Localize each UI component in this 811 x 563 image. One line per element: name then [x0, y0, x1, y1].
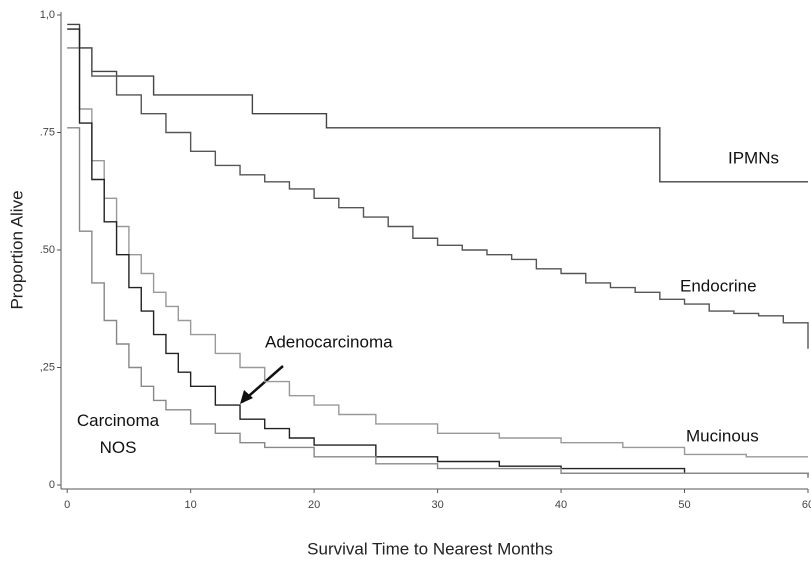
curve-label: Endocrine — [680, 276, 757, 295]
x-tick-label: 0 — [64, 499, 70, 511]
y-tick-label: .50 — [40, 244, 55, 256]
y-tick-label: ,25 — [40, 361, 55, 373]
x-axis-label: Survival Time to Nearest Months — [307, 539, 553, 558]
survival-curve — [67, 47, 809, 349]
curve-label: Mucinous — [686, 426, 759, 445]
y-axis-label: Proportion Alive — [7, 190, 26, 309]
x-tick-label: 60 — [802, 499, 811, 511]
x-tick-label: 30 — [431, 499, 443, 511]
curve-label: Adenocarcinoma — [265, 332, 393, 351]
x-tick-label: 50 — [678, 499, 690, 511]
x-tick-label: 40 — [555, 499, 567, 511]
survival-curve — [67, 28, 809, 476]
y-tick-label: 1,0 — [40, 9, 55, 21]
x-tick-label: 20 — [308, 499, 320, 511]
survival-curve — [67, 23, 808, 183]
survival-curve — [67, 127, 809, 478]
y-tick-label: .75 — [40, 126, 55, 138]
annotation-arrow-head — [240, 390, 253, 404]
survival-curve — [67, 47, 808, 458]
x-tick-label: 10 — [185, 499, 197, 511]
y-tick-label: 0 — [49, 479, 55, 491]
curve-label: IPMNs — [728, 148, 779, 167]
curve-label: Carcinoma NOS — [77, 411, 160, 457]
